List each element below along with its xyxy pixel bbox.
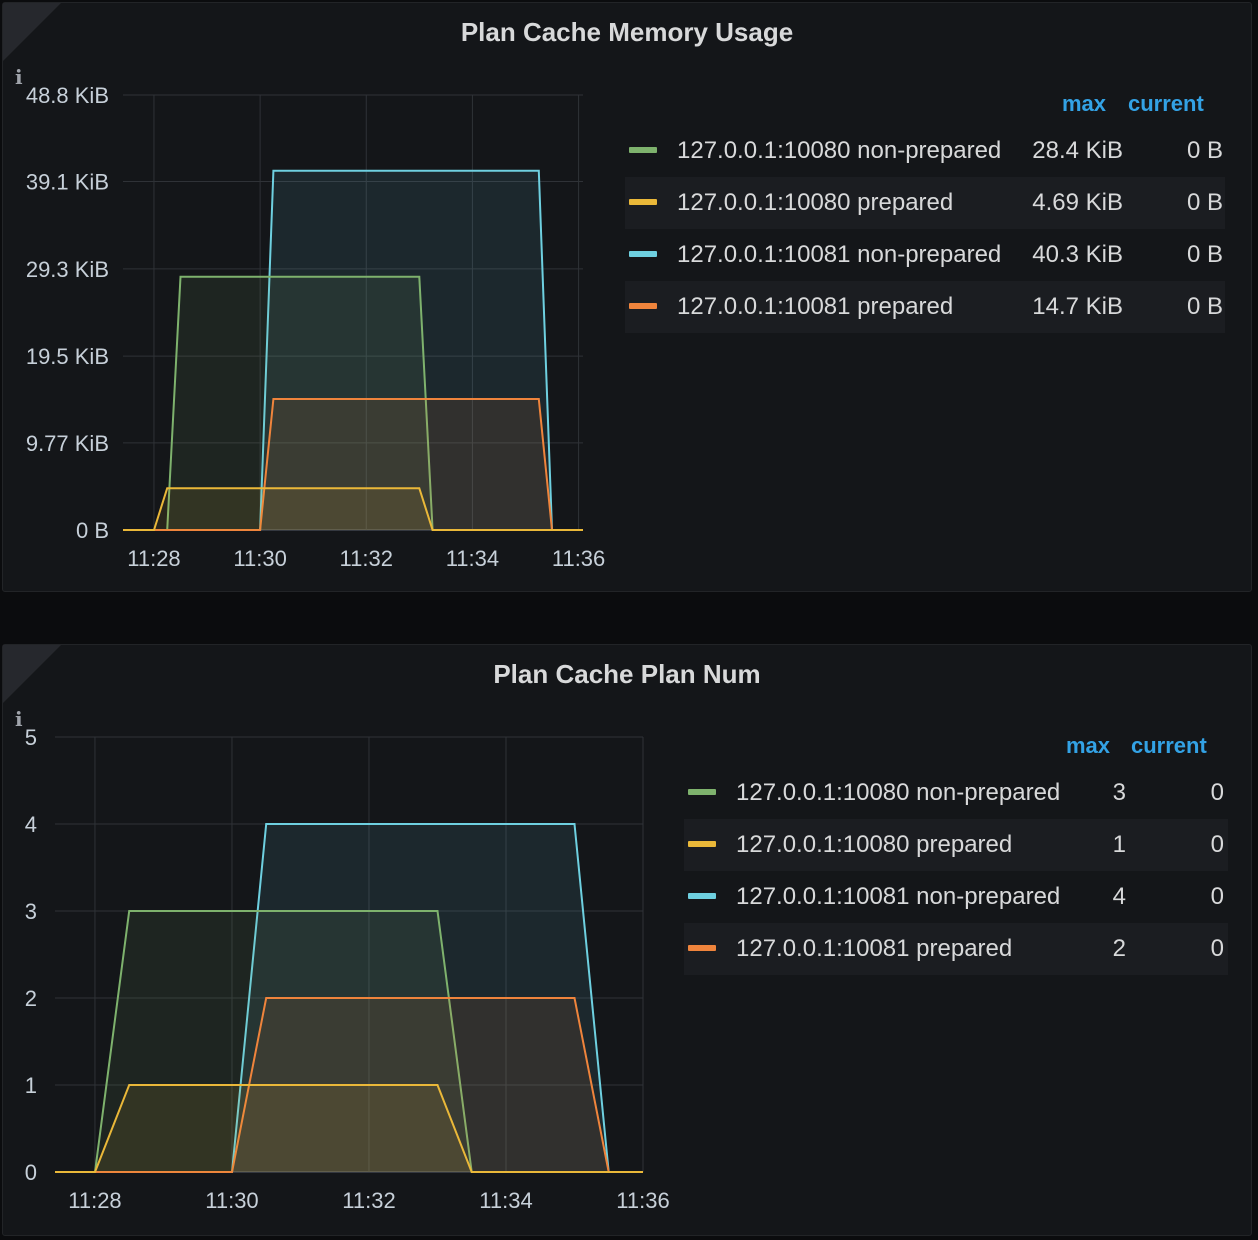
legend-sort-current[interactable]: current bbox=[1131, 733, 1207, 758]
legend-max-value: 1 bbox=[1112, 831, 1126, 858]
legend-max-value: 28.4 KiB bbox=[1032, 137, 1123, 164]
legend-swatch[interactable] bbox=[688, 893, 716, 899]
legend-series-name[interactable]: 127.0.0.1:10080 non-prepared bbox=[677, 137, 1002, 164]
legend-header: max current bbox=[684, 733, 1228, 767]
y-tick-label: 9.77 KiB bbox=[26, 431, 109, 456]
y-tick-label: 19.5 KiB bbox=[26, 344, 109, 369]
x-tick-label: 11:32 bbox=[342, 1188, 395, 1213]
x-tick-label: 11:30 bbox=[233, 546, 286, 571]
legend-max-value: 4 bbox=[1112, 883, 1126, 910]
legend-max-value: 40.3 KiB bbox=[1032, 241, 1123, 268]
legend-item[interactable]: 127.0.0.1:10080 non-prepared 28.4 KiB 0 B bbox=[625, 125, 1225, 177]
legend-current-value: 0 bbox=[1210, 883, 1224, 910]
legend-header: max current bbox=[625, 91, 1225, 125]
legend-max-value: 2 bbox=[1112, 935, 1126, 962]
series-area-orange bbox=[123, 399, 583, 530]
x-tick-label: 11:28 bbox=[68, 1188, 121, 1213]
legend-max-value: 14.7 KiB bbox=[1032, 293, 1123, 320]
memory-usage-panel: i Plan Cache Memory Usage 0 B 9.77 KiB 19.… bbox=[2, 2, 1252, 592]
series-line-yellow bbox=[55, 1084, 643, 1173]
y-tick-label: 0 B bbox=[76, 518, 109, 543]
legend-swatch[interactable] bbox=[629, 199, 657, 205]
y-tick-label: 39.1 KiB bbox=[26, 169, 109, 194]
legend-max-value: 4.69 KiB bbox=[1032, 189, 1123, 216]
legend-item[interactable]: 127.0.0.1:10080 prepared 4.69 KiB 0 B bbox=[625, 177, 1225, 229]
legend-sort-max[interactable]: max bbox=[1062, 91, 1107, 116]
legend-item[interactable]: 127.0.0.1:10080 non-prepared 3 0 bbox=[684, 767, 1228, 819]
x-tick-label: 11:30 bbox=[205, 1188, 258, 1213]
y-tick-label: 48.8 KiB bbox=[26, 83, 109, 108]
legend-item[interactable]: 127.0.0.1:10081 prepared 2 0 bbox=[684, 923, 1228, 975]
x-tick-label: 11:28 bbox=[127, 546, 180, 571]
y-tick-label: 1 bbox=[25, 1073, 37, 1098]
y-tick-label: 5 bbox=[25, 725, 37, 750]
x-tick-label: 11:32 bbox=[340, 546, 393, 571]
legend-series-name[interactable]: 127.0.0.1:10080 non-prepared bbox=[736, 779, 1061, 806]
plan-num-chart[interactable]: 0 1 2 3 4 5 11:28 11:30 11:32 11:34 11:36 bbox=[3, 645, 1253, 1237]
plan-num-legend: max current 127.0.0.1:10080 non-prepared 3 0… bbox=[684, 733, 1228, 975]
legend-max-value: 3 bbox=[1112, 779, 1126, 806]
legend-swatch[interactable] bbox=[629, 303, 657, 309]
series-area-yellow bbox=[123, 488, 583, 530]
x-tick-label: 11:36 bbox=[552, 546, 605, 571]
legend-series-name[interactable]: 127.0.0.1:10081 non-prepared bbox=[736, 883, 1061, 910]
y-tick-label: 3 bbox=[25, 899, 37, 924]
info-icon[interactable]: i bbox=[15, 707, 23, 731]
memory-usage-chart[interactable]: 0 B 9.77 KiB 19.5 KiB 29.3 KiB 39.1 KiB 48.8 … bbox=[3, 3, 1253, 593]
legend-swatch[interactable] bbox=[629, 147, 657, 153]
legend-current-value: 0 bbox=[1210, 935, 1224, 962]
series-area-green bbox=[123, 276, 583, 530]
series-area-green bbox=[55, 911, 643, 1172]
legend-current-value: 0 bbox=[1210, 831, 1224, 858]
legend-swatch[interactable] bbox=[688, 841, 716, 847]
legend-swatch[interactable] bbox=[629, 251, 657, 257]
legend-current-value: 0 bbox=[1210, 779, 1224, 806]
info-corner[interactable]: i bbox=[3, 645, 61, 731]
legend-series-name[interactable]: 127.0.0.1:10080 prepared bbox=[677, 189, 954, 216]
legend-item[interactable]: 127.0.0.1:10080 prepared 1 0 bbox=[684, 819, 1228, 871]
legend-current-value: 0 B bbox=[1186, 293, 1223, 320]
series-line-yellow bbox=[123, 487, 583, 531]
x-tick-label: 11:34 bbox=[446, 546, 499, 571]
legend-swatch[interactable] bbox=[688, 945, 716, 951]
legend-current-value: 0 B bbox=[1186, 137, 1223, 164]
info-corner[interactable]: i bbox=[3, 3, 61, 89]
legend-swatch[interactable] bbox=[688, 789, 716, 795]
series-area-cyan bbox=[123, 170, 583, 531]
legend-sort-current[interactable]: current bbox=[1128, 91, 1204, 116]
y-tick-label: 2 bbox=[25, 986, 37, 1011]
x-tick-label: 11:36 bbox=[616, 1188, 669, 1213]
y-tick-label: 4 bbox=[25, 812, 37, 837]
legend-current-value: 0 B bbox=[1186, 189, 1223, 216]
plan-num-panel: i Plan Cache Plan Num 0 1 2 3 4 5 11:28 11:30 11… bbox=[2, 644, 1252, 1236]
y-tick-label: 0 bbox=[25, 1160, 37, 1185]
legend-current-value: 0 B bbox=[1186, 241, 1223, 268]
legend-series-name[interactable]: 127.0.0.1:10081 non-prepared bbox=[677, 241, 1002, 268]
legend-series-name[interactable]: 127.0.0.1:10081 prepared bbox=[736, 935, 1013, 962]
legend-series-name[interactable]: 127.0.0.1:10080 prepared bbox=[736, 831, 1013, 858]
legend-sort-max[interactable]: max bbox=[1066, 733, 1111, 758]
legend-item[interactable]: 127.0.0.1:10081 prepared 14.7 KiB 0 B bbox=[625, 281, 1225, 333]
panel-title[interactable]: Plan Cache Memory Usage bbox=[460, 17, 794, 47]
series-area-yellow bbox=[55, 1085, 643, 1172]
legend-item[interactable]: 127.0.0.1:10081 non-prepared 40.3 KiB 0 B bbox=[625, 229, 1225, 281]
info-icon[interactable]: i bbox=[15, 65, 23, 89]
x-tick-label: 11:34 bbox=[479, 1188, 532, 1213]
y-tick-label: 29.3 KiB bbox=[26, 257, 109, 282]
panel-title[interactable]: Plan Cache Plan Num bbox=[493, 659, 761, 689]
legend-series-name[interactable]: 127.0.0.1:10081 prepared bbox=[677, 293, 954, 320]
memory-usage-legend: max current 127.0.0.1:10080 non-prepared 28… bbox=[625, 91, 1225, 333]
legend-item[interactable]: 127.0.0.1:10081 non-prepared 4 0 bbox=[684, 871, 1228, 923]
